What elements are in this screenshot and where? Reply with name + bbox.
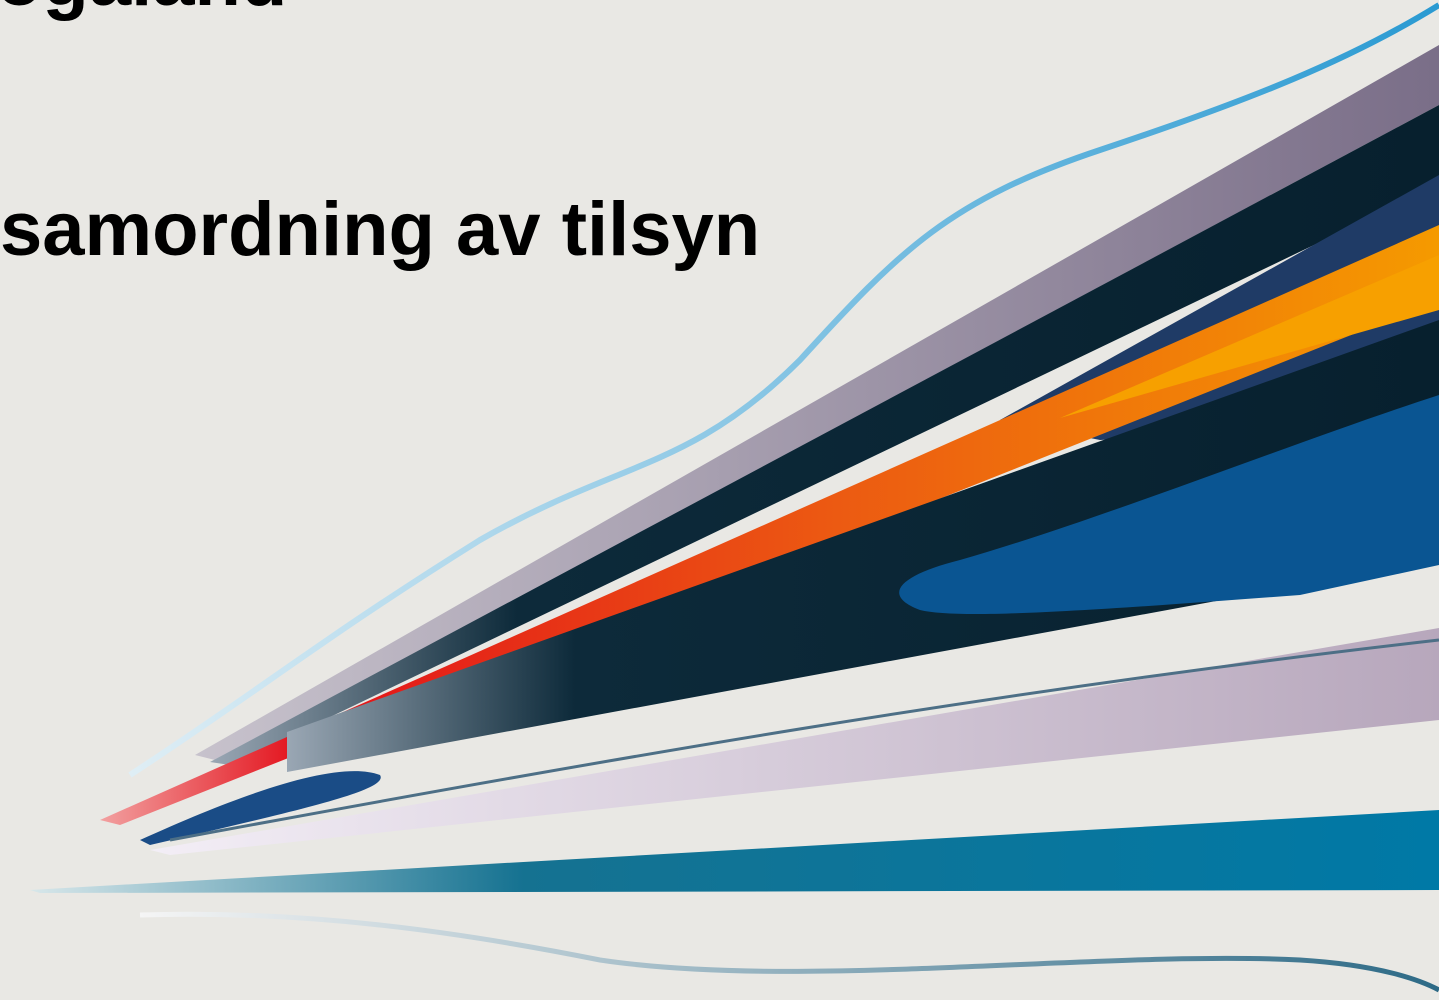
- title: ogaland: [0, 0, 287, 18]
- subtitle: samordning av tilsyn: [0, 192, 760, 268]
- decoration: [0, 0, 1439, 1000]
- slide: ogaland samordning av tilsyn (() => { co…: [0, 0, 1439, 1000]
